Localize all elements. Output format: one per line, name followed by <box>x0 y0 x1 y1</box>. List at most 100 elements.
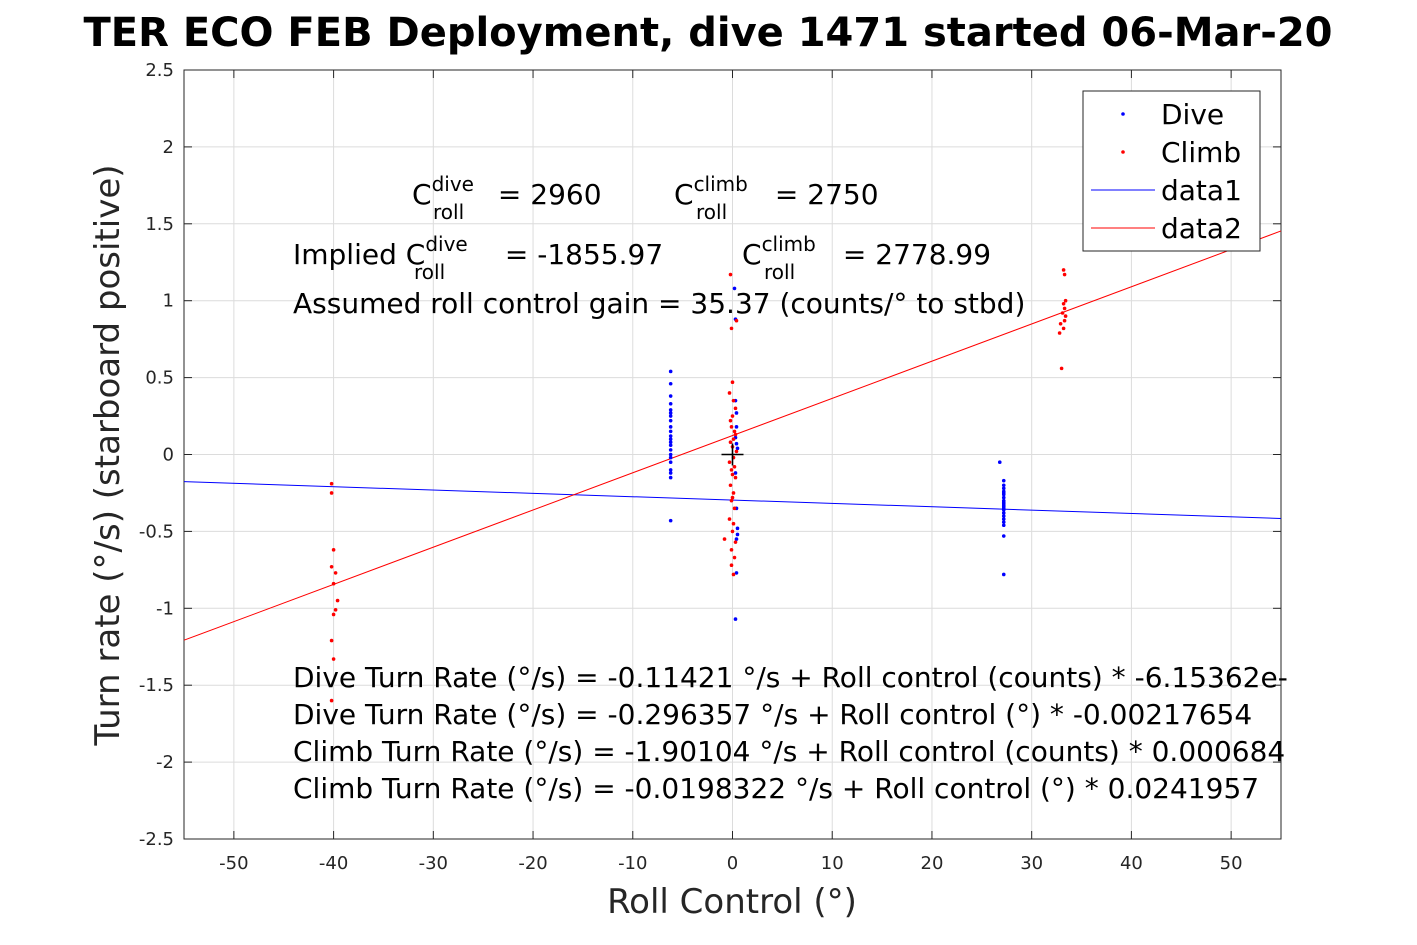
climb-point <box>730 495 735 500</box>
climb-point <box>1062 272 1067 277</box>
climb-point <box>730 529 735 534</box>
dive-point <box>668 443 673 448</box>
dive-point <box>1001 483 1006 488</box>
climb-point <box>1062 306 1067 311</box>
climb-point <box>331 657 336 661</box>
data2-fit-line <box>183 230 1282 641</box>
dive-point <box>733 471 738 475</box>
climb-point <box>728 272 733 277</box>
climb-point <box>731 572 736 577</box>
climb-point <box>732 506 737 511</box>
x-tick-label: -50 <box>219 853 248 874</box>
dive-point <box>668 471 673 475</box>
dive-point <box>668 437 673 441</box>
climb-point <box>731 521 736 526</box>
climb-point <box>731 491 736 495</box>
data-points <box>329 268 1068 703</box>
dive-point <box>734 537 739 541</box>
dive-point <box>1001 534 1006 538</box>
dive-point <box>1001 572 1006 577</box>
dive-point <box>997 460 1002 464</box>
dive-point <box>668 401 673 406</box>
climb-point <box>732 429 737 434</box>
climb-point <box>329 481 334 486</box>
climb-point <box>734 318 739 323</box>
y-axis-ticks: -2.5 -2 -1.5 -1 -0.5 0 0.5 1 1.5 2 2.5 <box>139 60 1281 850</box>
climb-point <box>1059 366 1064 371</box>
climb-point <box>733 432 738 437</box>
climb-point <box>1062 318 1067 323</box>
y-tick-label: -1 <box>156 598 174 619</box>
dive-point <box>668 394 673 398</box>
dive-point <box>668 460 673 464</box>
annotation-implied-c-roll-climb: Cclimb roll = 2778.99 <box>742 232 991 284</box>
dive-point <box>668 418 673 423</box>
climb-point <box>733 406 738 411</box>
dive-point <box>735 526 740 531</box>
climb-point <box>331 581 336 586</box>
y-tick-label: 2 <box>163 137 174 158</box>
dive-point <box>1001 491 1006 495</box>
climb-point <box>1061 326 1066 331</box>
dive-point <box>668 425 673 429</box>
legend-swatch-dive <box>1121 112 1125 116</box>
x-tick-label: 20 <box>921 853 944 874</box>
dive-point <box>1001 517 1006 521</box>
x-tick-label: 50 <box>1220 853 1243 874</box>
dive-point <box>735 446 740 451</box>
annotation-c-roll-climb: Cclimb roll = 2750 <box>674 172 879 224</box>
climb-point <box>727 391 732 395</box>
climb-point <box>1061 301 1066 306</box>
y-tick-label: -1.5 <box>139 675 174 696</box>
dive-point <box>734 441 739 446</box>
legend-label-climb: Climb <box>1161 136 1241 169</box>
dive-point <box>668 518 673 523</box>
climb-point <box>729 425 734 429</box>
annotation-climb-eq-degrees: Climb Turn Rate (°/s) = -0.0198322 °/s +… <box>293 772 1259 805</box>
annotation-dive-eq-counts: Dive Turn Rate (°/s) = -0.11421 °/s + Ro… <box>293 661 1288 694</box>
y-tick-label: 1 <box>163 291 174 312</box>
annotation-roll-gain: Assumed roll control gain = 35.37 (count… <box>293 287 1025 320</box>
y-tick-label: 2.5 <box>145 60 174 81</box>
annotation-climb-eq-counts: Climb Turn Rate (°/s) = -1.90104 °/s + R… <box>293 735 1285 768</box>
dive-point <box>668 414 673 418</box>
climb-point <box>335 598 340 603</box>
climb-point <box>333 571 338 575</box>
y-tick-label: 1.5 <box>145 214 174 235</box>
dive-point <box>1001 514 1006 518</box>
climb-point <box>730 472 735 477</box>
climb-point <box>722 537 727 541</box>
climb-point <box>1058 321 1063 326</box>
climb-point <box>731 398 736 403</box>
x-tick-label: 0 <box>727 853 738 874</box>
dive-point <box>668 408 673 412</box>
dive-point <box>734 571 739 575</box>
x-tick-label: -20 <box>518 853 547 874</box>
climb-point <box>728 418 733 423</box>
climb-point <box>329 491 334 495</box>
dive-point <box>668 411 673 415</box>
climb-point <box>728 483 733 488</box>
dive-point <box>1001 478 1006 483</box>
x-tick-label: 10 <box>821 853 844 874</box>
climb-point <box>733 540 738 544</box>
climb-point <box>331 612 336 617</box>
origin-marker <box>721 443 744 466</box>
climb-point <box>727 517 732 521</box>
chart-title: TER ECO FEB Deployment, dive 1471 starte… <box>83 10 1332 56</box>
climb-point <box>729 563 734 568</box>
climb-point <box>733 475 738 480</box>
dive-point <box>1001 503 1006 508</box>
climb-point <box>728 440 733 444</box>
climb-point <box>1061 268 1066 272</box>
climb-point <box>729 468 734 472</box>
dive-point <box>668 429 673 434</box>
dive-point <box>668 434 673 438</box>
climb-point <box>1060 311 1065 315</box>
x-tick-label: -10 <box>618 853 647 874</box>
climb-point <box>730 380 735 385</box>
dive-point <box>735 532 740 537</box>
x-axis-ticks: -50 -40 -30 -20 -10 0 10 20 30 40 50 <box>219 70 1243 874</box>
